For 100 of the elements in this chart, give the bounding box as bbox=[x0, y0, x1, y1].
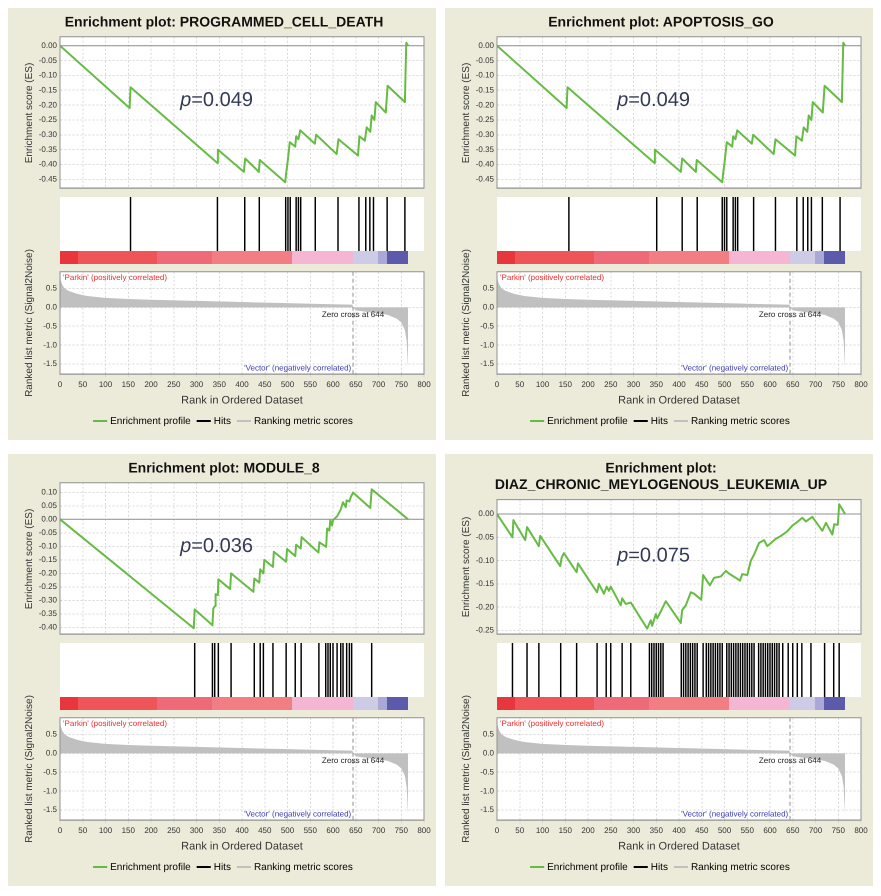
x-tick-label: 250 bbox=[604, 380, 618, 390]
y-axis-title: Enrichment score (ES) bbox=[461, 516, 473, 618]
x-tick-label: 550 bbox=[304, 380, 318, 390]
text: Hits bbox=[214, 416, 231, 427]
x-tick-label: 450 bbox=[258, 826, 272, 836]
text: Enrichment profile bbox=[110, 862, 191, 873]
y-tick-label: -1.0 bbox=[43, 340, 58, 350]
y-tick-label: -0.25 bbox=[476, 115, 495, 124]
legend-label: Ranking metric scores bbox=[690, 862, 790, 873]
x-tick-label: 700 bbox=[372, 826, 386, 836]
x-tick-label: 350 bbox=[212, 380, 226, 390]
x-tick-label: 450 bbox=[258, 380, 272, 390]
x-tick-label: 400 bbox=[235, 826, 250, 836]
y-tick-label: -0.05 bbox=[476, 532, 495, 542]
x-tick-label: 550 bbox=[304, 826, 318, 836]
x-tick-label: 150 bbox=[558, 826, 572, 836]
y-tick-label: -0.45 bbox=[38, 174, 58, 184]
y-tick-label: -0.10 bbox=[476, 556, 495, 565]
x-tick-label: 200 bbox=[581, 826, 596, 836]
x-tick-label: 0 bbox=[494, 380, 500, 390]
y-tick-label: -0.25 bbox=[38, 582, 58, 592]
y-tick-label: -1.5 bbox=[43, 805, 58, 814]
x-tick-label: 700 bbox=[808, 380, 823, 390]
annotation: 'Parkin' (positively correlated) bbox=[63, 273, 168, 282]
x-tick-label: 750 bbox=[394, 826, 408, 836]
annotation: 'Vector' (negatively correlated) bbox=[244, 363, 352, 372]
y-tick-label: 0.00 bbox=[41, 514, 58, 524]
y-tick-label: -0.15 bbox=[476, 579, 495, 588]
y-tick-label: -0.10 bbox=[38, 542, 58, 551]
x-tick-label: 250 bbox=[167, 380, 181, 390]
y-tick-label: 0.00 bbox=[478, 509, 495, 518]
y-tick-label: 0.5 bbox=[46, 730, 58, 739]
ref-line-label: Zero cross at 644 bbox=[758, 310, 822, 320]
x-tick-label: 550 bbox=[740, 826, 754, 836]
x-tick-label: 300 bbox=[626, 826, 641, 836]
x-tick-label: 750 bbox=[394, 380, 408, 390]
y-tick-label: -0.20 bbox=[38, 568, 58, 578]
annotation: p=0.049 bbox=[179, 88, 253, 111]
annotation: 'Parkin' (positively correlated) bbox=[63, 719, 168, 728]
y-tick-label: 0.0 bbox=[482, 302, 495, 312]
y-tick-label: -0.40 bbox=[38, 160, 58, 169]
annotation: 'Vector' (negatively correlated) bbox=[681, 363, 789, 372]
annotation: p=0.049 bbox=[616, 88, 690, 111]
y-tick-label: -0.40 bbox=[476, 160, 495, 169]
annotation: p=0.075 bbox=[616, 544, 690, 567]
x-tick-label: 750 bbox=[832, 380, 846, 390]
x-tick-label: 500 bbox=[280, 380, 295, 390]
y-tick-label: -0.20 bbox=[38, 100, 58, 110]
x-tick-label: 100 bbox=[98, 380, 113, 390]
y-tick-label: 0.5 bbox=[482, 730, 495, 739]
x-axis-title: Rank in Ordered Dataset bbox=[618, 840, 740, 852]
x-tick-label: 50 bbox=[78, 826, 88, 836]
x-tick-label: 100 bbox=[98, 826, 113, 836]
y-axis-title: Ranked list metric (Signal2Noise) bbox=[24, 695, 36, 843]
annotation: 'Vector' (negatively correlated) bbox=[681, 809, 789, 818]
x-tick-label: 600 bbox=[326, 826, 340, 836]
x-tick-label: 100 bbox=[536, 826, 550, 836]
text: Hits bbox=[650, 416, 668, 427]
y-axis-title: Enrichment score (ES) bbox=[24, 62, 36, 163]
y-tick-label: -1.0 bbox=[480, 340, 495, 350]
y-tick-label: -0.10 bbox=[38, 70, 58, 80]
y-tick-label: -0.5 bbox=[43, 321, 58, 330]
x-tick-label: 0 bbox=[58, 380, 63, 390]
x-tick-label: 500 bbox=[718, 826, 732, 836]
chart-title: Enrichment plot: MODULE_8 bbox=[128, 459, 320, 476]
y-tick-label: 0.00 bbox=[478, 40, 495, 50]
text: Enrichment profile bbox=[547, 862, 628, 873]
y-axis-title: Ranked list metric (Signal2Noise) bbox=[461, 249, 473, 397]
y-tick-label: -0.05 bbox=[38, 528, 58, 538]
x-tick-label: 500 bbox=[718, 380, 732, 390]
y-tick-label: -0.35 bbox=[476, 144, 495, 154]
y-tick-label: -1.0 bbox=[43, 786, 58, 796]
x-tick-label: 0 bbox=[58, 826, 63, 836]
y-tick-label: -0.5 bbox=[480, 321, 495, 330]
y-axis-title: Ranked list metric (Signal2Noise) bbox=[24, 249, 36, 397]
y-axis-title: Ranked list metric (Signal2Noise) bbox=[461, 695, 473, 843]
text: Enrichment profile bbox=[110, 416, 191, 427]
x-tick-label: 800 bbox=[417, 380, 432, 390]
x-axis-title: Rank in Ordered Dataset bbox=[181, 394, 303, 406]
y-tick-label: 0.05 bbox=[41, 500, 58, 510]
x-axis-title: Rank in Ordered Dataset bbox=[618, 394, 740, 406]
x-tick-label: 800 bbox=[854, 380, 868, 390]
y-axis-title: Enrichment score (ES) bbox=[24, 508, 36, 609]
y-tick-label: -1.0 bbox=[480, 786, 495, 796]
y-tick-label: -0.15 bbox=[38, 555, 58, 564]
y-tick-label: 0.0 bbox=[46, 748, 58, 758]
y-tick-label: -0.15 bbox=[476, 85, 495, 94]
annotation: 'Parkin' (positively correlated) bbox=[500, 719, 604, 728]
x-tick-label: 150 bbox=[558, 380, 572, 390]
x-tick-label: 100 bbox=[536, 380, 550, 390]
x-axis-title: Rank in Ordered Dataset bbox=[181, 840, 303, 852]
y-tick-label: 0.00 bbox=[41, 40, 58, 50]
x-tick-label: 750 bbox=[832, 826, 846, 836]
x-tick-label: 150 bbox=[122, 380, 136, 390]
x-tick-label: 600 bbox=[326, 380, 340, 390]
y-tick-label: 0.10 bbox=[41, 487, 58, 496]
chart-title: Enrichment plot: PROGRAMMED_CELL_DEATH bbox=[64, 13, 384, 30]
legend-label: Ranking metric scores bbox=[254, 416, 353, 427]
x-tick-label: 50 bbox=[515, 380, 525, 390]
x-tick-label: 600 bbox=[763, 380, 778, 390]
